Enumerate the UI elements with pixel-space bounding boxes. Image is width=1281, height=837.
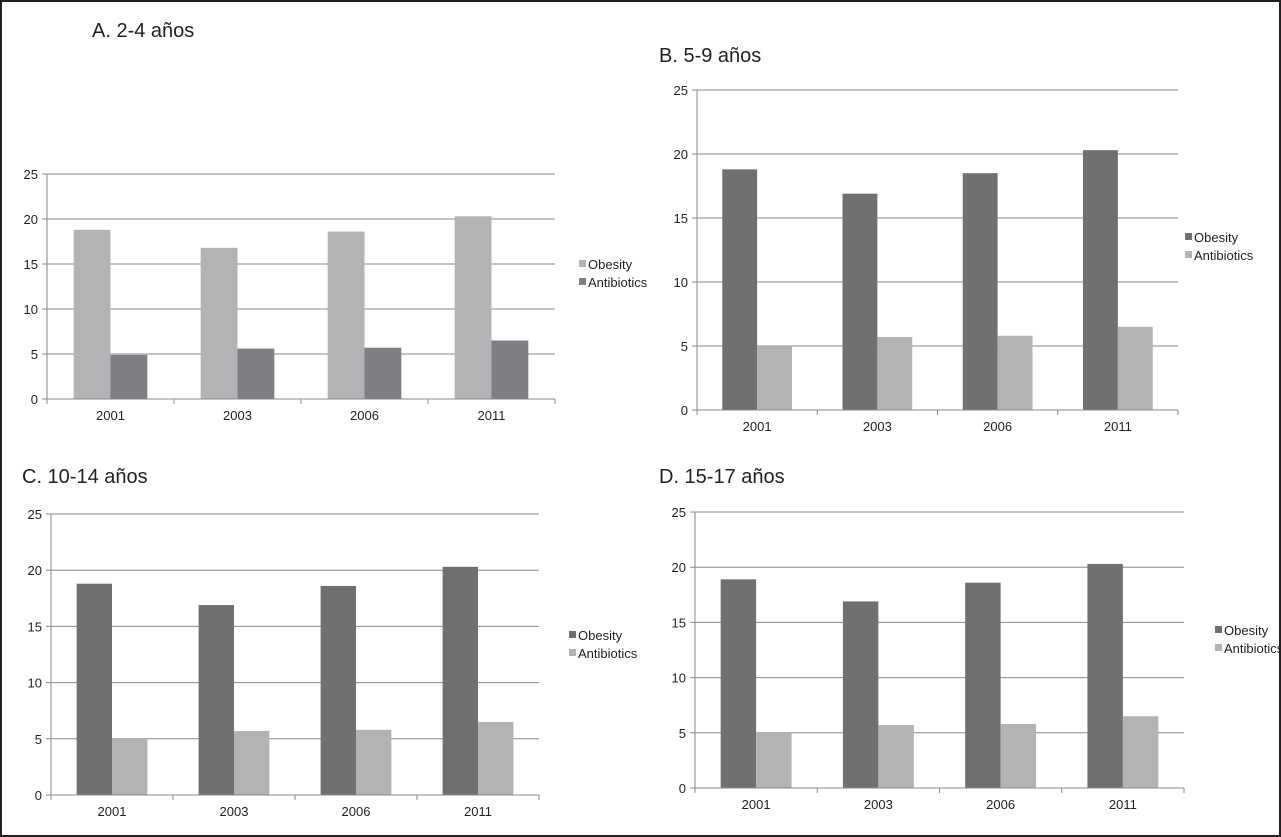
chart-title: B. 5-9 años	[659, 45, 761, 67]
bar-obesity-2011	[442, 566, 478, 795]
y-tick-label: 10	[28, 676, 42, 691]
bar-antibiotics-2001	[757, 346, 792, 410]
y-tick-label: 10	[24, 302, 38, 317]
bar-obesity-2006	[965, 582, 1001, 788]
chart-title: D. 15-17 años	[659, 466, 785, 488]
y-tick-label: 25	[28, 507, 42, 522]
bar-obesity-2001	[76, 583, 112, 795]
legend-label: Obesity	[578, 628, 623, 643]
chart-title: C. 10-14 años	[22, 466, 148, 488]
bar-obesity-2003	[198, 605, 234, 795]
y-tick-label: 10	[672, 671, 686, 686]
y-tick-label: 15	[674, 211, 688, 226]
bar-obesity-2001	[73, 229, 111, 399]
x-tick-label: 2006	[350, 408, 379, 423]
legend-label: Obesity	[1194, 230, 1239, 245]
x-tick-label: 2003	[223, 408, 252, 423]
x-tick-label: 2001	[98, 804, 127, 819]
y-tick-label: 0	[31, 392, 38, 407]
y-tick-label: 20	[24, 212, 38, 227]
y-tick-label: 5	[679, 726, 686, 741]
bar-antibiotics-2003	[877, 337, 913, 410]
bar-obesity-2011	[1087, 563, 1123, 788]
legend-swatch	[1215, 626, 1222, 633]
bar-antibiotics-2001	[756, 732, 792, 788]
legend-label: Antibiotics	[578, 646, 638, 661]
bar-obesity-2011	[1083, 150, 1118, 410]
legend-label: Obesity	[1224, 623, 1269, 638]
x-tick-label: 2011	[464, 804, 492, 819]
y-tick-label: 20	[672, 560, 686, 575]
legend-swatch	[1185, 251, 1192, 258]
legend-swatch	[1215, 644, 1222, 651]
bar-obesity-2006	[962, 173, 998, 410]
legend-label: Obesity	[588, 257, 633, 272]
y-tick-label: 5	[31, 347, 38, 362]
y-tick-label: 10	[674, 275, 688, 290]
legend-swatch	[569, 631, 576, 638]
y-tick-label: 15	[28, 619, 42, 634]
x-tick-label: 2011	[1104, 419, 1132, 434]
bar-antibiotics-2006	[364, 347, 402, 399]
legend-swatch	[569, 649, 576, 656]
bar-antibiotics-2006	[1000, 723, 1037, 788]
x-tick-label: 2006	[983, 419, 1012, 434]
y-tick-label: 15	[24, 257, 38, 272]
x-tick-label: 2011	[478, 408, 506, 423]
legend-swatch	[579, 260, 586, 267]
legend-swatch	[1185, 233, 1192, 240]
x-tick-label: 2001	[742, 797, 771, 812]
y-tick-label: 5	[681, 339, 688, 354]
y-tick-label: 0	[679, 781, 686, 796]
bar-obesity-2003	[842, 193, 878, 410]
bar-obesity-2003	[842, 601, 879, 788]
chart-title: A. 2-4 años	[92, 20, 194, 42]
bar-obesity-2001	[720, 579, 757, 788]
y-tick-label: 0	[35, 788, 42, 803]
bar-antibiotics-2011	[1117, 326, 1153, 410]
bar-obesity-2011	[454, 216, 492, 399]
x-tick-label: 2003	[863, 419, 892, 434]
y-tick-label: 25	[674, 83, 688, 98]
bar-antibiotics-2003	[878, 725, 914, 788]
bar-obesity-2006	[320, 585, 356, 795]
bar-obesity-2006	[327, 231, 365, 399]
y-tick-label: 0	[681, 403, 688, 418]
x-tick-label: 2001	[743, 419, 772, 434]
bar-antibiotics-2006	[997, 335, 1033, 410]
bar-antibiotics-2011	[491, 340, 529, 399]
legend-label: Antibiotics	[1194, 248, 1254, 263]
bar-antibiotics-2001	[110, 354, 148, 399]
x-tick-label: 2011	[1109, 797, 1137, 812]
bar-obesity-2003	[200, 247, 238, 399]
bar-antibiotics-2006	[356, 729, 392, 795]
y-tick-label: 25	[672, 505, 686, 520]
x-tick-label: 2006	[986, 797, 1015, 812]
x-tick-label: 2003	[220, 804, 249, 819]
legend-swatch	[579, 278, 586, 285]
legend-label: Antibiotics	[1224, 641, 1279, 656]
y-tick-label: 20	[28, 563, 42, 578]
bar-obesity-2001	[722, 169, 758, 410]
bar-antibiotics-2003	[237, 348, 275, 399]
y-tick-label: 25	[24, 167, 38, 182]
x-tick-label: 2006	[342, 804, 371, 819]
x-tick-label: 2003	[864, 797, 893, 812]
bar-antibiotics-2011	[478, 721, 514, 795]
y-tick-label: 5	[35, 732, 42, 747]
bar-antibiotics-2003	[234, 730, 270, 795]
y-tick-label: 20	[674, 147, 688, 162]
bar-antibiotics-2001	[112, 738, 148, 795]
legend-label: Antibiotics	[588, 275, 648, 290]
bar-antibiotics-2011	[1122, 716, 1159, 788]
x-tick-label: 2001	[96, 408, 125, 423]
y-tick-label: 15	[672, 615, 686, 630]
